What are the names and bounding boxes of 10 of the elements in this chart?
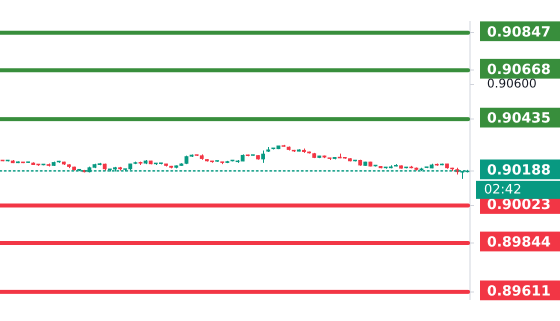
y-tick-label: 0.90847	[487, 24, 551, 40]
y-tick-label: 0.90668	[487, 62, 551, 78]
y-tick-label: 0.89611	[487, 283, 551, 300]
y-tick-label: 0.90435	[487, 110, 551, 127]
y-tick-label: 0.90188	[487, 162, 551, 179]
text: 02:42	[484, 182, 522, 198]
y-tick-label: 0.89844	[487, 234, 552, 251]
y-tick-label: 0.90600	[487, 76, 537, 91]
candlestick	[261, 150, 266, 164]
y-tick-label: 0.90023	[487, 197, 551, 214]
